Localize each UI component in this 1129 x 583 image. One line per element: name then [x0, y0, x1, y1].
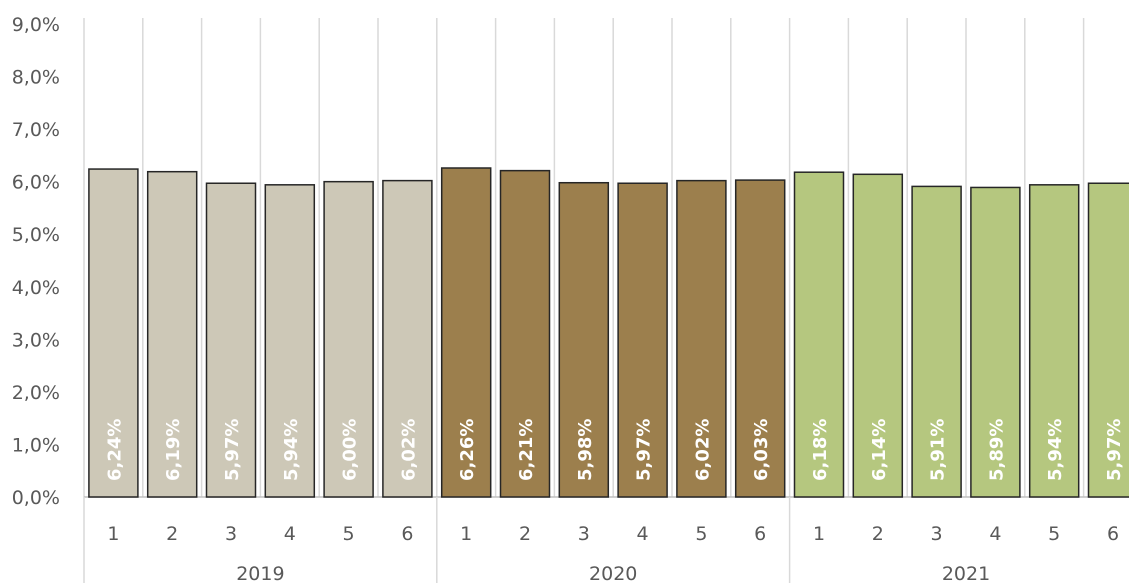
x-tick-label: 2 [519, 523, 531, 545]
x-tick-label: 4 [637, 523, 649, 545]
y-tick-label: 6,0% [12, 172, 60, 194]
y-tick-label: 5,0% [12, 224, 60, 246]
y-tick-label: 1,0% [12, 434, 60, 456]
group-label: 2021 [942, 563, 990, 583]
bar [323, 180, 374, 498]
x-tick-label: 1 [107, 523, 119, 545]
bar-value-label: 5,89% [986, 419, 1007, 481]
y-tick-label: 4,0% [12, 277, 60, 299]
bar [264, 184, 316, 498]
y-tick-label: 3,0% [12, 329, 60, 351]
bar [617, 182, 668, 498]
bar [676, 179, 727, 498]
y-axis-ticks: 0,0% 1,0% 2,0% 3,0% 4,0% 5,0% 6,0% 7,0% 8,0% 9,0% [12, 14, 60, 509]
bar-value-label: 6,21% [516, 419, 537, 481]
bar-value-label: 5,97% [1104, 419, 1125, 481]
bar-value-label: 5,98% [575, 419, 596, 481]
bar-labels: 6,24% 6,19% 5,97% 5,94% 6,00% 6,02% 6,26% 6,21%… [104, 419, 1125, 481]
bar-value-label: 6,02% [398, 419, 419, 481]
x-tick-label: 3 [931, 523, 943, 545]
bar-value-label: 5,97% [222, 419, 243, 481]
y-tick-label: 0,0% [12, 487, 60, 509]
x-axis-ticks: 1 2 3 4 5 6 1 2 3 4 5 6 1 2 3 4 5 6 [107, 523, 1119, 545]
x-tick-label: 5 [343, 523, 355, 545]
y-tick-label: 9,0% [12, 14, 60, 36]
x-tick-label: 4 [284, 523, 296, 545]
bar [793, 171, 845, 498]
group-label: 2019 [236, 563, 284, 583]
x-tick-label: 5 [1048, 523, 1060, 545]
bar-value-label: 6,26% [457, 419, 478, 481]
bar-value-label: 6,02% [692, 419, 713, 481]
y-tick-label: 8,0% [12, 67, 60, 89]
bar [734, 179, 786, 498]
bars [88, 167, 1129, 498]
bar-value-label: 6,19% [163, 419, 184, 481]
x-tick-label: 6 [754, 523, 766, 545]
x-tick-label: 6 [1107, 523, 1119, 545]
bar-value-label: 6,03% [751, 419, 772, 481]
bar-value-label: 5,94% [1045, 419, 1066, 481]
x-tick-label: 3 [578, 523, 590, 545]
bar-value-label: 6,00% [340, 419, 361, 481]
group-labels: 2019 2020 2021 [236, 563, 990, 583]
bar [499, 169, 551, 498]
bar [146, 170, 198, 498]
x-tick-label: 2 [166, 523, 178, 545]
bar [1028, 184, 1080, 498]
x-tick-label: 6 [401, 523, 413, 545]
bar-value-label: 6,14% [869, 419, 890, 481]
x-tick-label: 3 [225, 523, 237, 545]
y-tick-label: 7,0% [12, 119, 60, 141]
x-tick-label: 2 [872, 523, 884, 545]
y-tick-label: 2,0% [12, 382, 60, 404]
bar-value-label: 5,91% [928, 419, 949, 481]
bar-value-label: 5,97% [634, 419, 655, 481]
bar [970, 186, 1021, 498]
bar [911, 185, 962, 498]
x-tick-label: 1 [813, 523, 825, 545]
bar [205, 182, 257, 498]
bar [1087, 182, 1129, 498]
bar-value-label: 6,24% [104, 419, 125, 481]
x-tick-label: 5 [695, 523, 707, 545]
bar-value-label: 6,18% [810, 419, 831, 481]
bar [382, 179, 433, 498]
x-tick-label: 4 [989, 523, 1001, 545]
group-label: 2020 [589, 563, 637, 583]
gridlines [83, 18, 1129, 583]
bar-value-label: 5,94% [281, 419, 302, 481]
bar [88, 168, 139, 498]
bar [852, 173, 904, 498]
bar [558, 181, 610, 498]
x-tick-label: 1 [460, 523, 472, 545]
bar [440, 167, 492, 498]
